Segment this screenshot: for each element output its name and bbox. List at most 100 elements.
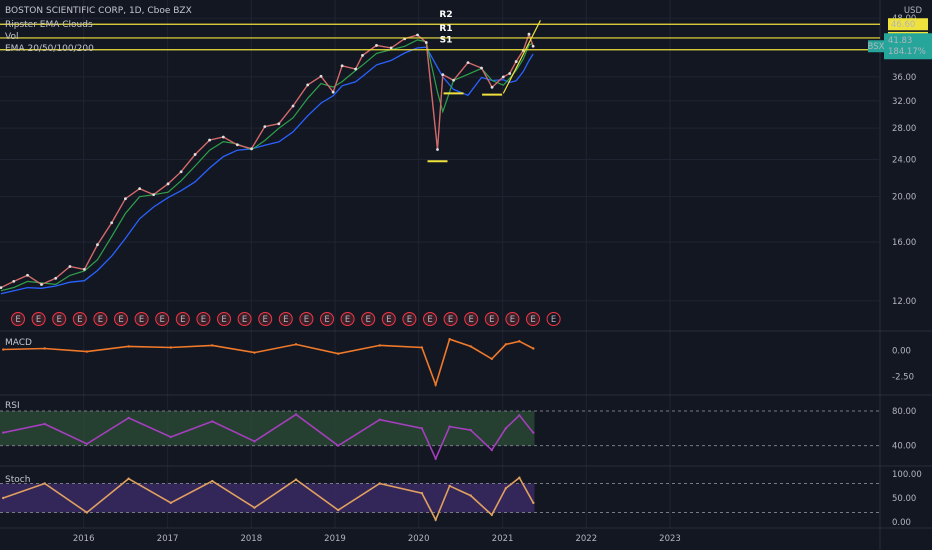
- rsi-point: [434, 457, 437, 460]
- earnings-marker-label: E: [530, 315, 535, 325]
- price-point: [26, 273, 29, 277]
- earnings-marker-label: E: [510, 315, 515, 325]
- earnings-marker: [114, 312, 128, 326]
- price-point: [527, 32, 531, 36]
- earnings-marker-label: E: [98, 315, 103, 325]
- earnings-marker: [340, 312, 355, 326]
- earnings-marker: [464, 312, 479, 326]
- earnings-marker: [237, 312, 252, 326]
- price-point: [501, 75, 505, 79]
- earnings-marker-label: E: [283, 315, 288, 325]
- rsi-point: [504, 427, 508, 430]
- earnings-marker-label: E: [36, 315, 41, 325]
- earnings-marker-label: E: [263, 315, 268, 325]
- y-tick-label: 28.00: [892, 124, 916, 134]
- earnings-marker-label: E: [201, 315, 206, 325]
- x-tick-label: 2019: [324, 534, 346, 544]
- earnings-marker-label: E: [160, 315, 165, 325]
- earnings-marker-label: E: [427, 315, 432, 325]
- macd-point: [448, 337, 451, 341]
- rsi-band: [0, 411, 535, 446]
- earnings-marker: [402, 312, 417, 326]
- earnings-marker: [278, 312, 293, 326]
- macd-point: [85, 350, 89, 353]
- x-tick-label: 2016: [73, 534, 95, 544]
- stoch-point: [532, 501, 535, 505]
- stoch-point: [211, 479, 214, 483]
- stoch-label: Stoch: [5, 475, 31, 485]
- x-tick-label: 2020: [408, 534, 430, 544]
- earnings-marker: [484, 312, 499, 326]
- stoch-point: [253, 506, 256, 509]
- earnings-marker-label: E: [366, 315, 371, 325]
- y-tick-label: 16.00: [892, 238, 916, 248]
- earnings-marker: [52, 312, 67, 326]
- price-point: [221, 135, 225, 139]
- price-point: [152, 193, 156, 197]
- rsi-point: [490, 448, 494, 452]
- price-point: [40, 283, 43, 286]
- macd-line: [3, 338, 534, 388]
- rsi-point: [532, 431, 535, 434]
- price-point: [82, 267, 86, 271]
- macd-point: [532, 347, 535, 350]
- earnings-marker: [155, 312, 170, 326]
- y-tick-label: 12.00: [892, 297, 916, 307]
- stoch-point: [518, 476, 521, 479]
- price-point: [138, 187, 142, 191]
- price-point: [490, 85, 494, 89]
- price-point: [166, 182, 170, 186]
- x-tick-label: 2017: [157, 534, 179, 544]
- price-point: [436, 148, 439, 151]
- price-tag-change: 184.17%: [888, 47, 926, 57]
- price-point: [208, 138, 211, 142]
- macd-y-tick: 0.00: [892, 347, 911, 357]
- indicator-volume: Vol: [5, 32, 19, 42]
- earnings-marker-label: E: [139, 315, 144, 325]
- rsi-point: [448, 425, 451, 428]
- price-point: [340, 64, 344, 68]
- macd-point: [253, 351, 256, 354]
- y-tick-label: 20.00: [892, 193, 916, 203]
- stoch-line: [2, 476, 534, 522]
- price-point: [193, 153, 197, 156]
- earnings-marker: [217, 312, 231, 326]
- rsi-point: [294, 413, 298, 416]
- price-point: [441, 73, 445, 76]
- earnings-marker: [505, 312, 520, 326]
- price-point: [508, 72, 512, 75]
- rsi-point: [420, 427, 424, 430]
- rsi-point: [253, 440, 256, 443]
- earnings-marker-label: E: [118, 315, 123, 325]
- price-point: [319, 74, 323, 78]
- price-point: [354, 67, 358, 71]
- stoch-point: [504, 487, 508, 490]
- level-tag-value-r2: 46.60: [891, 20, 915, 30]
- stoch-y-tick: 50.00: [892, 494, 916, 504]
- earnings-marker: [381, 312, 396, 326]
- price-point: [416, 33, 419, 37]
- earnings-marker-label: E: [345, 315, 350, 325]
- stoch-point: [337, 508, 340, 512]
- y-tick-label: 36.00: [892, 73, 916, 83]
- earnings-marker: [361, 312, 376, 326]
- earnings-marker: [526, 312, 540, 326]
- rsi-point: [469, 428, 472, 432]
- stoch-point: [469, 494, 472, 497]
- earnings-marker: [423, 312, 437, 326]
- earnings-marker-label: E: [57, 315, 62, 325]
- y-tick-label: 32.00: [892, 97, 916, 107]
- earnings-marker: [175, 312, 190, 326]
- chart-title: BOSTON SCIENTIFIC CORP, 1D, Cboe BZX: [5, 6, 192, 16]
- stoch-point: [85, 511, 89, 514]
- rsi-point: [2, 431, 5, 434]
- price-point: [250, 147, 253, 151]
- level-tag-r2: [888, 18, 928, 31]
- rsi-point: [378, 418, 381, 421]
- price-point: [263, 125, 267, 129]
- stoch-point: [169, 501, 173, 505]
- price-point: [466, 61, 470, 65]
- stoch-point: [2, 496, 5, 500]
- stoch-point: [127, 477, 130, 480]
